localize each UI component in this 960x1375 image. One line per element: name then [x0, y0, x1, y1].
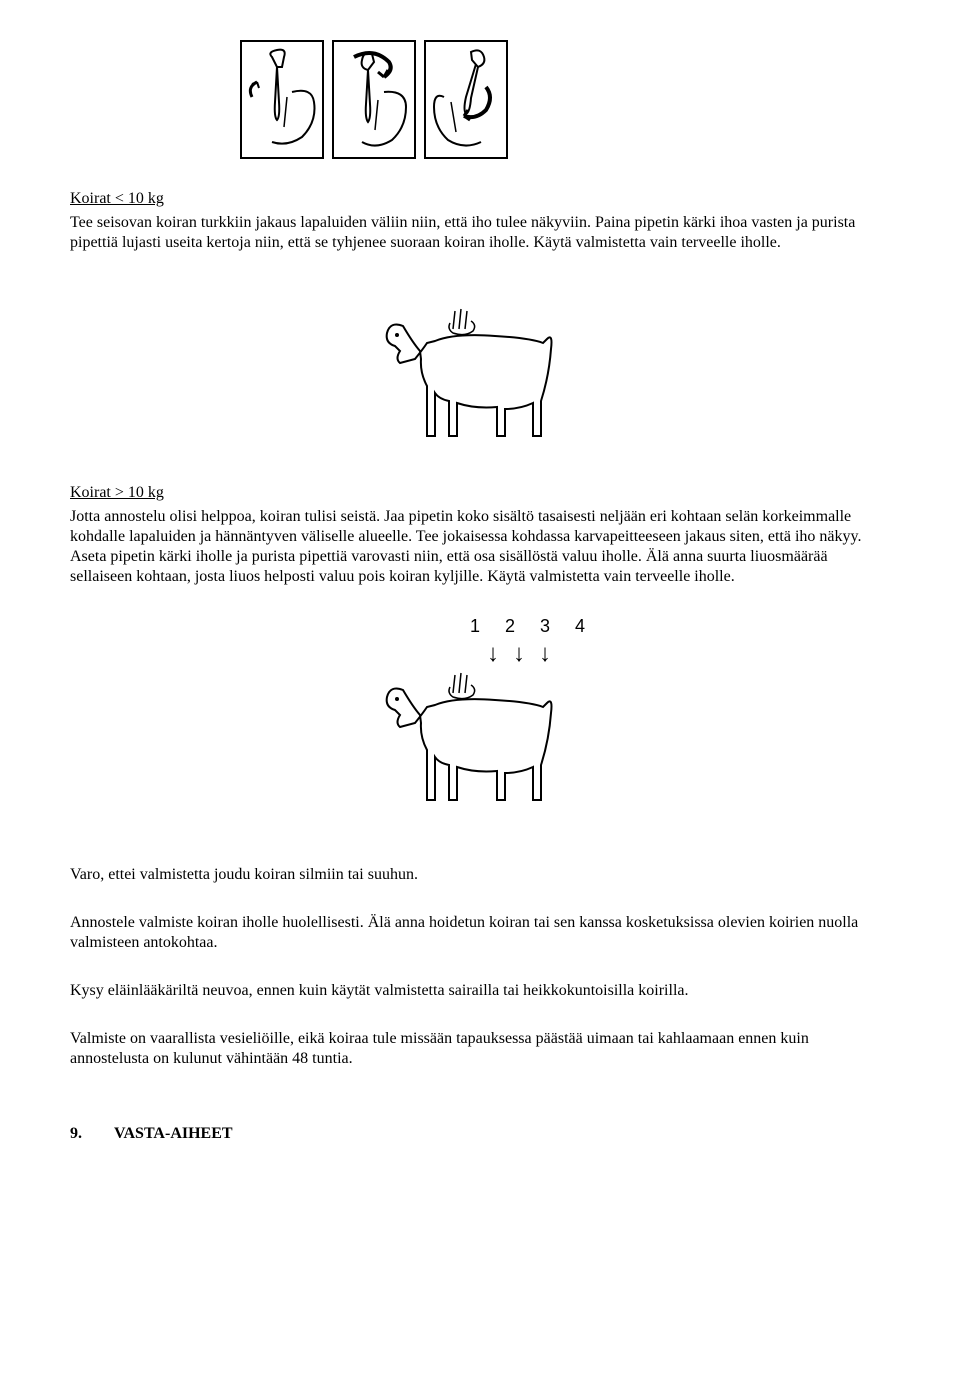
heading-under-10kg: Koirat < 10 kg	[70, 190, 164, 207]
pipette-step-3	[424, 40, 508, 159]
warning-eyes-mouth: Varo, ettei valmistetta joudu koiran sil…	[70, 865, 890, 885]
section-number: 9.	[70, 1125, 82, 1142]
pipette-steps-illustration	[240, 40, 890, 159]
pipette-step-2	[332, 40, 416, 159]
body-under-10kg: Tee seisovan koiran turkkiin jakaus lapa…	[70, 213, 890, 253]
pipette-step-1	[240, 40, 324, 159]
section-dogs-over-10kg: Koirat > 10 kg Jotta annostelu olisi hel…	[70, 483, 890, 587]
heading-over-10kg: Koirat > 10 kg	[70, 484, 164, 501]
dog-illustration-four-spots: 1 2 3 4 ↓ ↓ ↓	[355, 615, 605, 825]
dog-illustration-single-spot	[365, 281, 595, 461]
section-9-heading: 9. VASTA-AIHEET	[70, 1124, 890, 1144]
warning-water: Valmiste on vaarallista vesieliöille, ei…	[70, 1029, 890, 1069]
warning-vet-advice: Kysy eläinlääkäriltä neuvoa, ennen kuin …	[70, 981, 890, 1001]
body-over-10kg: Jotta annostelu olisi helppoa, koiran tu…	[70, 507, 890, 587]
warning-licking: Annostele valmiste koiran iholle huolell…	[70, 913, 890, 953]
section-dogs-under-10kg: Koirat < 10 kg Tee seisovan koiran turkk…	[70, 189, 890, 253]
section-title: VASTA-AIHEET	[114, 1125, 233, 1142]
